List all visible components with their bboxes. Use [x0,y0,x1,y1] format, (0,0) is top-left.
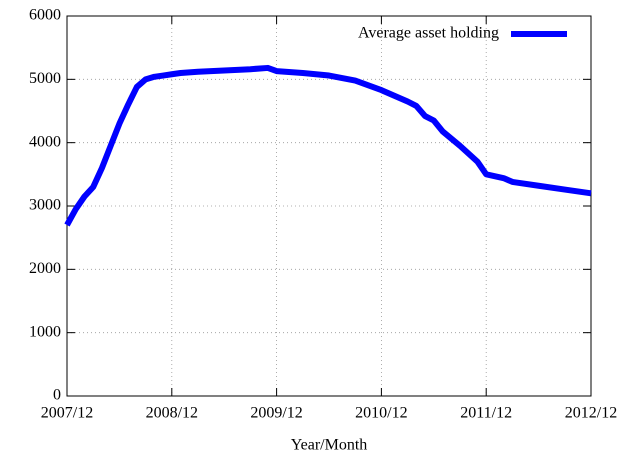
x-axis-label: Year/Month [291,437,368,454]
x-tick-label: 2008/12 [146,405,198,422]
y-tick-label: 5000 [29,70,61,87]
data-line [64,64,592,227]
plot-frame [66,15,592,397]
y-tick-label: 2000 [29,260,61,277]
y-tick-label: 0 [53,387,61,404]
x-tick-label: 2011/12 [460,405,512,422]
y-tick-label: 3000 [29,197,61,214]
x-tick-label: 2007/12 [41,405,93,422]
legend-label: Average asset holding [358,25,499,42]
y-tick-label: 1000 [29,323,61,340]
x-tick-label: 2009/12 [250,405,302,422]
y-tick-label: 4000 [29,133,61,150]
x-tick-label: 2010/12 [355,405,407,422]
y-tick-label: 6000 [29,7,61,24]
x-tick-label: 2012/12 [565,405,617,422]
